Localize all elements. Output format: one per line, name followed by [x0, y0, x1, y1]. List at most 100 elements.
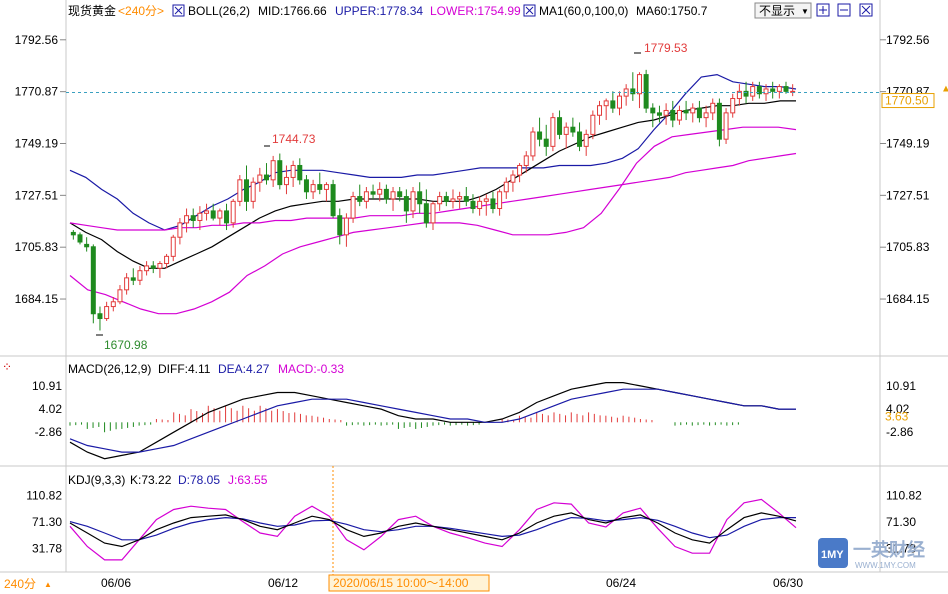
macd-tick-label: -2.86 — [35, 425, 63, 439]
candle-body — [750, 86, 756, 97]
candle-body — [164, 255, 170, 265]
candle-body — [350, 196, 356, 219]
candle-body — [157, 263, 163, 269]
candle-body — [330, 184, 336, 217]
candle-body — [250, 181, 256, 202]
candle-body — [210, 210, 216, 219]
candle-body — [716, 102, 722, 140]
candle-body — [763, 88, 769, 95]
brand-site: WWW.1MY.COM — [855, 561, 916, 570]
candle-body — [70, 231, 76, 236]
crosshair-time: 2020/06/15 10:00～14:00 — [333, 576, 469, 590]
price-tick-label: 1705.83 — [15, 240, 59, 254]
macd-diff: DIFF:4.11 — [158, 362, 211, 376]
candle-body — [410, 191, 416, 212]
price-axis-right: 1792.561770.871749.191727.511705.831684.… — [880, 33, 930, 306]
candle-body — [90, 246, 96, 315]
candle-body — [217, 210, 223, 219]
candle-body — [696, 107, 702, 119]
candle-body — [570, 126, 576, 133]
candle-body — [683, 109, 689, 114]
candle-body — [110, 301, 116, 308]
brand-logo-text: 1MY — [821, 549, 844, 561]
toggle-remove-button[interactable] — [837, 3, 851, 17]
current-price-box: 1770.50 ▲ — [881, 84, 948, 109]
period-value: 240分 — [125, 4, 157, 18]
x-label-0606: 06/06 — [101, 576, 131, 590]
candle-body — [357, 196, 363, 202]
kdj-d: D:78.05 — [178, 473, 220, 487]
candle-body — [523, 155, 529, 166]
price-tick-label: 1792.56 — [15, 33, 59, 47]
candle-body — [337, 215, 343, 236]
candle-body — [543, 138, 549, 147]
candle-body — [237, 179, 243, 202]
candle-body — [150, 265, 156, 269]
toggle-add-button[interactable] — [816, 3, 830, 17]
candle-body — [190, 215, 196, 221]
candle-body — [377, 188, 383, 195]
macd-lines — [69, 382, 796, 460]
candle-body — [383, 188, 389, 200]
candle-body — [690, 107, 696, 114]
candle-body — [303, 179, 309, 193]
kdj-tick-label: 110.82 — [886, 489, 922, 503]
candle-body — [477, 200, 483, 210]
period-selector-label: 240分 — [4, 577, 36, 591]
candle-body — [463, 196, 469, 202]
macd-tick-label: 4.02 — [39, 402, 63, 416]
macd-dea-line — [69, 388, 796, 453]
watermark: 1MY 一英财经 WWW.1MY.COM — [818, 538, 925, 570]
kdj-j-line — [69, 498, 797, 561]
candle-body — [423, 203, 429, 224]
kdj-k-line — [69, 512, 797, 548]
candle-body — [783, 86, 789, 92]
candle-body — [290, 164, 296, 178]
candle-body — [170, 236, 176, 257]
kdj-tick-label: 110.82 — [26, 489, 62, 503]
price-axis-left: 1792.56 1770.87 1749.19 1727.51 1705.83 1684.… — [15, 33, 66, 306]
candle-body — [244, 179, 250, 202]
candle-body — [124, 277, 130, 291]
candle-body — [104, 306, 110, 320]
candle-body — [597, 105, 603, 116]
candle-body — [736, 90, 742, 100]
boll-lower: LOWER:1754.99 — [430, 4, 521, 18]
candle-body — [603, 100, 609, 107]
candle-body — [257, 174, 263, 183]
close-panel-button[interactable] — [859, 3, 873, 17]
candle-body — [417, 191, 423, 205]
candle-body — [723, 112, 729, 140]
candle-body — [204, 210, 210, 214]
period-selector[interactable]: 240分 ▲ — [4, 577, 52, 591]
x-label-0630: 06/30 — [773, 576, 803, 590]
chart-frame — [0, 0, 948, 573]
candle-body — [310, 184, 316, 193]
candle-body — [756, 86, 762, 95]
candle-body — [323, 184, 329, 190]
price-legend: 现货黄金 <240分> BOLL(26,2) MID:1766.66 UPPER… — [68, 3, 708, 18]
candle-body — [490, 198, 496, 210]
candle-body — [770, 88, 776, 92]
ma-label: MA1(60,0,100,0) — [539, 4, 628, 18]
candle-body — [283, 176, 289, 186]
candle-body — [317, 184, 323, 190]
kdj-title: KDJ(9,3,3) — [68, 473, 125, 487]
candle-body — [616, 95, 622, 109]
kdj-tick-label: 31.78 — [886, 542, 916, 556]
candle-body — [517, 164, 523, 176]
candle-body — [730, 98, 736, 114]
boll-mid-line — [69, 100, 796, 269]
candle-body — [343, 217, 349, 236]
macd-settings-icon[interactable]: ⁘ — [2, 360, 12, 374]
macd-tick-label: 10.91 — [886, 379, 916, 393]
kdj-tick-label: 71.30 — [32, 515, 62, 529]
boll-label: BOLL(26,2) — [188, 4, 250, 18]
candle-body — [450, 198, 456, 202]
brand-name: 一英财经 — [853, 539, 925, 560]
price-tick-label: 1727.51 — [15, 188, 59, 202]
hide-dropdown[interactable]: 不显示 ▼ — [754, 2, 812, 19]
candle-body — [670, 109, 676, 121]
candle-body — [583, 133, 589, 147]
candle-body — [97, 313, 103, 320]
